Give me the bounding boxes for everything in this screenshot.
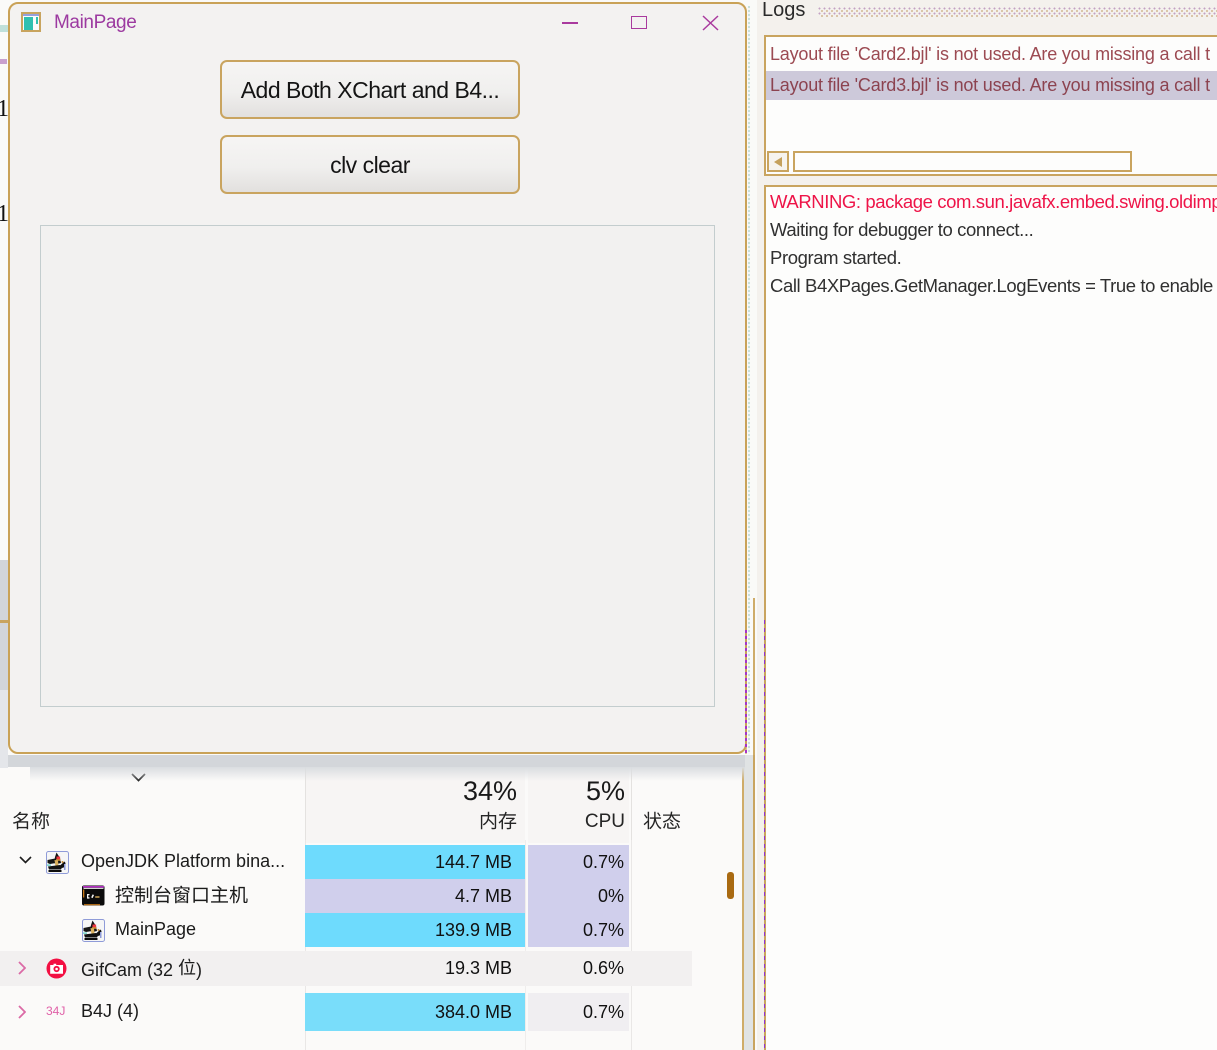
svg-text:34J: 34J (46, 1004, 65, 1018)
